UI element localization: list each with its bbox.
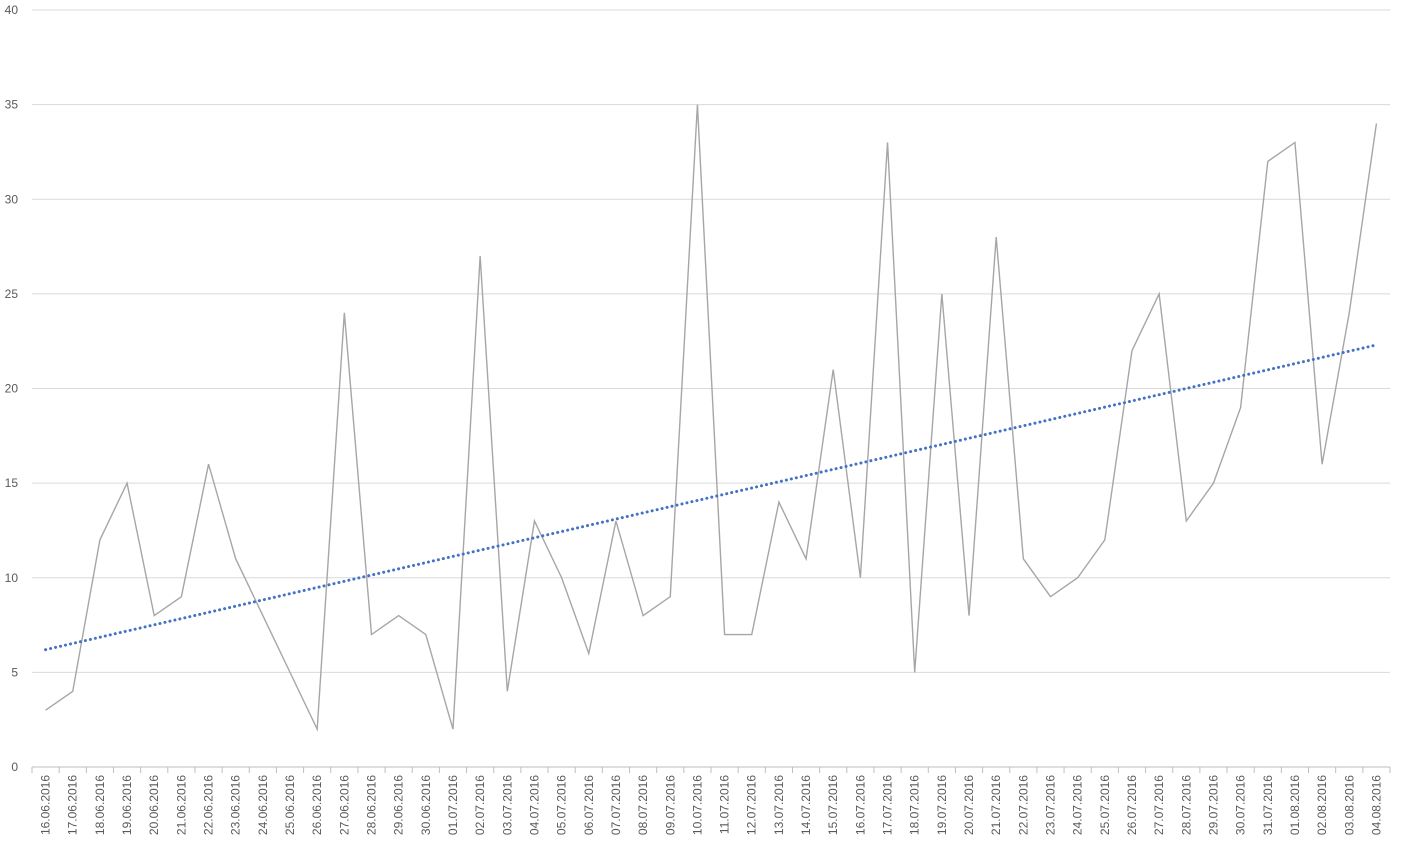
x-tick-label: 26.06.2016 [310, 775, 324, 835]
x-tick-label: 19.07.2016 [935, 775, 949, 835]
x-tick-label: 25.06.2016 [283, 775, 297, 835]
x-tick-label: 24.06.2016 [256, 775, 270, 835]
x-tick-label: 28.07.2016 [1179, 775, 1193, 835]
x-tick-label: 10.07.2016 [690, 775, 704, 835]
y-tick-label-20: 20 [5, 382, 19, 396]
x-tick-label: 14.07.2016 [799, 775, 813, 835]
x-tick-label: 18.06.2016 [93, 775, 107, 835]
x-tick-label: 03.07.2016 [500, 775, 514, 835]
x-tick-label: 07.07.2016 [609, 775, 623, 835]
x-tick-label: 20.07.2016 [962, 775, 976, 835]
x-tick-label: 27.07.2016 [1152, 775, 1166, 835]
x-tick-label: 21.06.2016 [174, 775, 188, 835]
y-axis-tick-labels: 0 5 10 15 20 25 30 35 40 [5, 3, 19, 774]
x-tick-label: 21.07.2016 [989, 775, 1003, 835]
x-tick-label: 15.07.2016 [826, 775, 840, 835]
x-tick-label: 13.07.2016 [772, 775, 786, 835]
x-tick-label: 29.07.2016 [1206, 775, 1220, 835]
y-tick-label-15: 15 [5, 476, 19, 490]
x-tick-label: 08.07.2016 [636, 775, 650, 835]
x-tick-label: 19.06.2016 [120, 775, 134, 835]
x-tick-label: 23.06.2016 [229, 775, 243, 835]
x-tick-label: 02.07.2016 [473, 775, 487, 835]
y-tick-label-30: 30 [5, 192, 19, 206]
x-tick-label: 22.07.2016 [1016, 775, 1030, 835]
y-tick-label-10: 10 [5, 571, 19, 585]
x-tick-label: 01.07.2016 [446, 775, 460, 835]
y-tick-label-35: 35 [5, 98, 19, 112]
y-tick-label-40: 40 [5, 3, 19, 17]
x-tick-label: 28.06.2016 [365, 775, 379, 835]
x-tick-label: 11.07.2016 [718, 775, 732, 834]
x-tick-label: 04.07.2016 [527, 775, 541, 835]
x-tick-label: 12.07.2016 [745, 775, 759, 835]
x-tick-label: 22.06.2016 [202, 775, 216, 835]
x-tick-label: 27.06.2016 [337, 775, 351, 835]
x-tick-label: 30.06.2016 [419, 775, 433, 835]
x-tick-label: 26.07.2016 [1125, 775, 1139, 835]
x-tick-label: 02.08.2016 [1315, 775, 1329, 835]
x-tick-label: 01.08.2016 [1288, 775, 1302, 835]
y-tick-label-5: 5 [11, 665, 18, 679]
series-line [45, 104, 1378, 732]
x-tick-label: 16.06.2016 [39, 775, 53, 835]
x-tick-label: 30.07.2016 [1234, 775, 1248, 835]
x-tick-label: 31.07.2016 [1261, 775, 1275, 835]
trendline [44, 343, 1378, 652]
x-axis-tick-labels: 16.06.2016 17.06.2016 18.06.2016 19.06.2016… [39, 775, 1384, 835]
x-tick-label: 06.07.2016 [582, 775, 596, 835]
x-tick-label: 18.07.2016 [908, 775, 922, 835]
x-tick-label: 20.06.2016 [147, 775, 161, 835]
x-tick-label: 09.07.2016 [663, 775, 677, 835]
y-tick-label-0: 0 [11, 760, 18, 774]
x-tick-label: 05.07.2016 [555, 775, 569, 835]
x-tick-label: 23.07.2016 [1044, 775, 1058, 835]
x-tick-label: 29.06.2016 [392, 775, 406, 835]
x-tick-label: 03.08.2016 [1342, 775, 1356, 835]
x-tick-label: 25.07.2016 [1098, 775, 1112, 835]
x-tick-label: 17.06.2016 [66, 775, 80, 835]
x-tick-label: 16.07.2016 [853, 775, 867, 835]
series-layer [44, 104, 1378, 732]
gridlines [31, 9, 1391, 773]
x-tick-label: 24.07.2016 [1071, 775, 1085, 835]
x-tick-label: 04.08.2016 [1369, 775, 1383, 835]
x-tick-label: 17.07.2016 [881, 775, 895, 835]
y-tick-label-25: 25 [5, 287, 19, 301]
